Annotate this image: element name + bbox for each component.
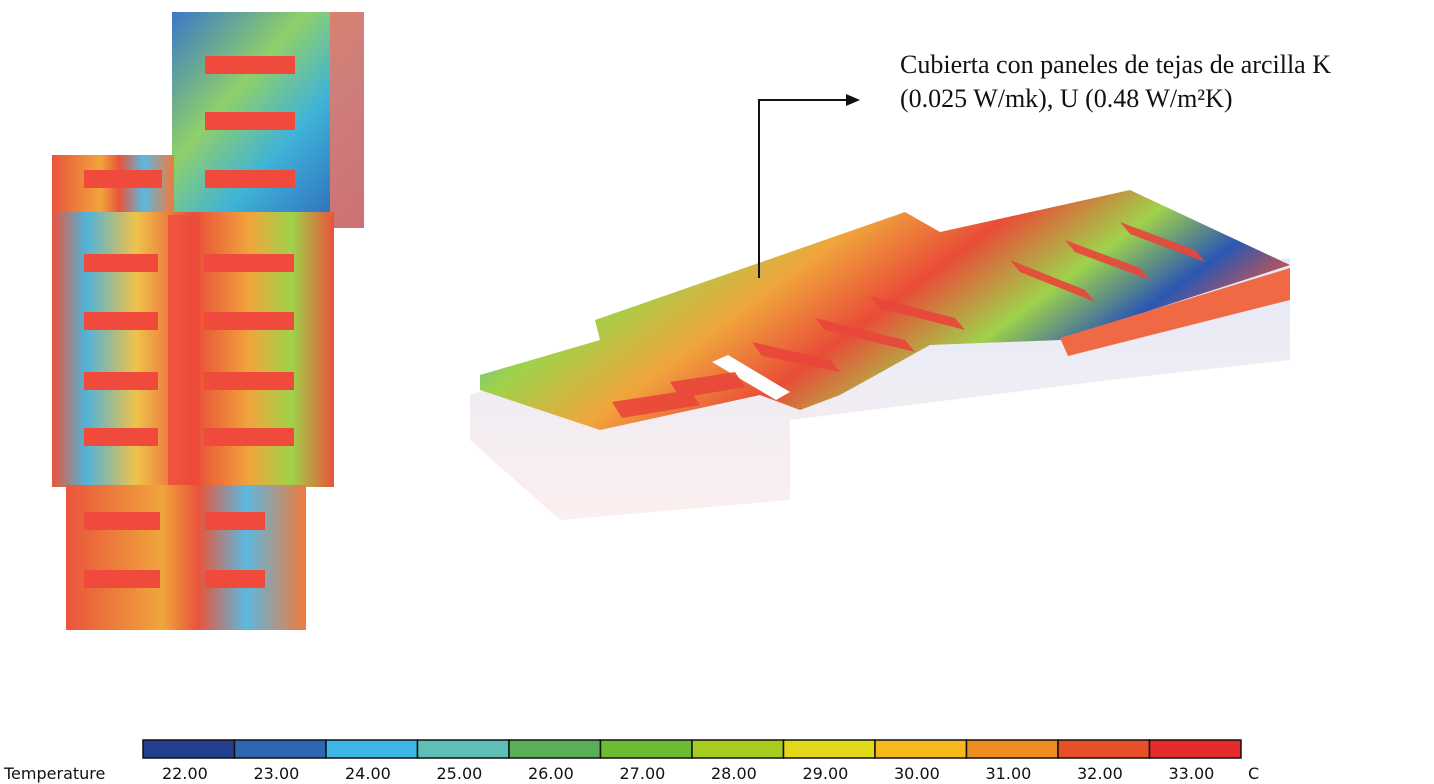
legend-title: Temperature bbox=[4, 764, 106, 783]
legend-colorbar bbox=[142, 739, 1242, 759]
legend-swatch bbox=[1148, 739, 1242, 759]
legend-value: 24.00 bbox=[345, 764, 391, 783]
roof-hot-strips bbox=[612, 222, 1205, 418]
roof-low-wing bbox=[1060, 268, 1290, 356]
legend-value: 31.00 bbox=[985, 764, 1032, 783]
legend-value: 28.00 bbox=[711, 764, 757, 783]
roof-gap bbox=[712, 355, 790, 400]
legend-value: 26.00 bbox=[528, 764, 574, 783]
legend-value: 29.00 bbox=[802, 764, 849, 783]
plan-bottom-wing bbox=[66, 485, 306, 630]
legend-value: 25.00 bbox=[436, 764, 483, 783]
annotation-arrow bbox=[758, 94, 860, 278]
legend-unit: C bbox=[1248, 764, 1260, 783]
plan-view bbox=[52, 12, 364, 630]
plan-hot-zones bbox=[84, 56, 295, 588]
roof-annotation: Cubierta con paneles de tejas de arcilla… bbox=[900, 48, 1331, 116]
annotation-line-1: Cubierta con paneles de tejas de arcilla… bbox=[900, 50, 1331, 79]
legend-value: 22.00 bbox=[162, 764, 208, 783]
legend-value: 30.00 bbox=[894, 764, 940, 783]
legend-value: 23.00 bbox=[253, 764, 300, 783]
annotation-line-2: (0.025 W/mk), U (0.48 W/m²K) bbox=[900, 84, 1233, 113]
isometric-view bbox=[470, 190, 1290, 520]
legend-value: 33.00 bbox=[1168, 764, 1215, 783]
temperature-legend: Temperature C 22.00 23.00 24.00 25.00 26.00 2… bbox=[0, 730, 1434, 784]
legend-value: 32.00 bbox=[1077, 764, 1123, 783]
legend-value: 27.00 bbox=[619, 764, 666, 783]
plan-top-wing-side bbox=[330, 12, 364, 228]
